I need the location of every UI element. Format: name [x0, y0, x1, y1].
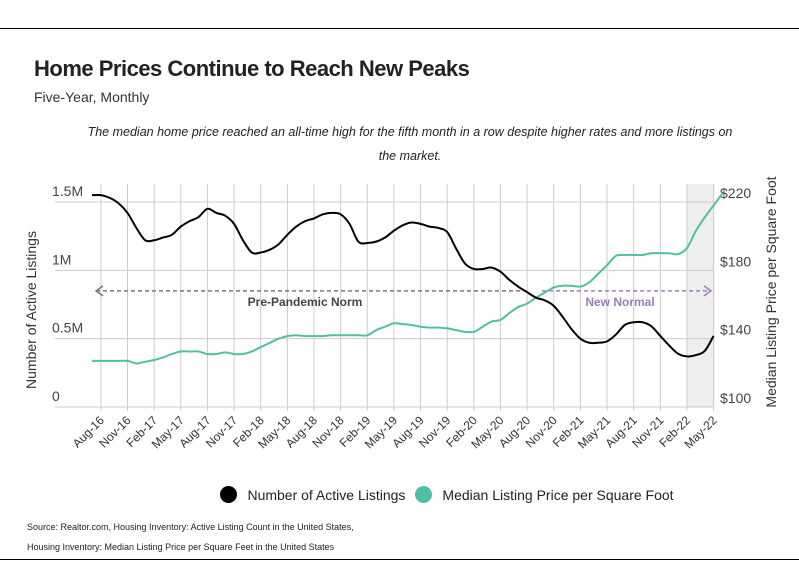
- price-per-sqft-line: [92, 192, 724, 365]
- source-line-1: Source: Realtor.com, Housing Inventory: …: [27, 522, 354, 532]
- right-tick-label: $180: [720, 253, 751, 269]
- legend-item-listings: Number of Active Listings: [220, 486, 405, 503]
- left-tick-label: 0.5M: [52, 320, 83, 336]
- right-tick-label: $100: [720, 390, 751, 406]
- source-line-2: Housing Inventory: Median Listing Price …: [27, 542, 335, 552]
- legend-item-price: Median Listing Price per Square Foot: [415, 486, 674, 503]
- arrow-left-icon: [94, 285, 104, 297]
- left-tick-label: 1M: [52, 251, 71, 267]
- legend-swatch-teal: [415, 486, 433, 503]
- arrow-right-icon: [703, 285, 713, 297]
- chart-subtitle: Five-Year, Monthly: [34, 89, 150, 105]
- right-tick-label: $220: [720, 185, 751, 201]
- left-tick-label: 1.5M: [52, 183, 83, 199]
- legend: Number of Active Listings Median Listing…: [0, 486, 799, 503]
- bottom-rule: [0, 559, 799, 560]
- right-axis-title: Median Listing Price per Square Foot: [763, 176, 779, 407]
- legend-label: Median Listing Price per Square Foot: [442, 486, 674, 503]
- new-normal-label: New Normal: [585, 295, 654, 309]
- top-rule: [0, 28, 799, 29]
- chart-plot: 00.5M1M1.5M$100$140$180$220Aug-16Nov-16F…: [23, 176, 779, 451]
- pre-pandemic-label: Pre-Pandemic Norm: [248, 295, 363, 309]
- active-listings-line: [91, 193, 715, 358]
- right-tick-label: $140: [720, 322, 751, 338]
- shaded-region: [686, 184, 715, 407]
- left-axis-title: Number of Active Listings: [23, 231, 39, 389]
- left-tick-label: 0: [52, 388, 60, 404]
- chart-description: The median home price reached an all-tim…: [87, 125, 733, 163]
- legend-label: Number of Active Listings: [247, 486, 406, 503]
- legend-swatch-black: [220, 486, 238, 503]
- chart-title: Home Prices Continue to Reach New Peaks: [34, 56, 470, 81]
